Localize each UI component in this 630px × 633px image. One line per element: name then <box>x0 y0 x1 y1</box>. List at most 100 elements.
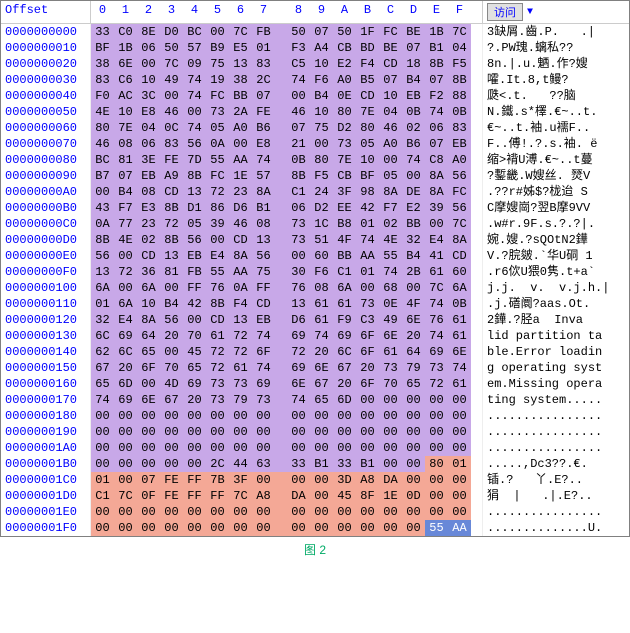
hex-row: 0000000110016A10B4428BF4CD136161730E4F74… <box>1 296 629 312</box>
ascii-cell[interactable]: .w#r.9F.s.?.?|. <box>483 216 629 232</box>
offset-cell: 0000000020 <box>1 56 91 72</box>
ascii-cell[interactable]: 2鏵.?胫a Inva <box>483 312 629 328</box>
hex-row: 000000007046080683560A00E821007305A0B607… <box>1 136 629 152</box>
ascii-cell[interactable]: em.Missing opera <box>483 376 629 392</box>
ascii-cell[interactable]: 狷 | .|.E?.. <box>483 488 629 504</box>
hex-bytes[interactable]: 74696E672073797374656D0000000000 <box>91 392 483 408</box>
col-header: E <box>425 3 448 21</box>
ascii-cell[interactable]: j.j. v. v.j.h.| <box>483 280 629 296</box>
hex-bytes[interactable]: 386E007C09751383C510E2F4CD188BF5 <box>91 56 483 72</box>
hex-bytes[interactable]: 807E040C7405A0B60775D28046020683 <box>91 120 483 136</box>
ascii-cell[interactable]: €~..t.袖.u襦F.. <box>483 120 629 136</box>
ascii-cell[interactable]: 锸.? 丫.E?..—DPT硬盘分区表 <box>483 472 629 488</box>
hex-bytes[interactable]: 32E48A5600CD13EBD661F9C3496E7661 <box>91 312 483 328</box>
ascii-cell[interactable]: 3缺屑.齒.P. .| <box>483 24 629 40</box>
col-header: C <box>379 3 402 21</box>
dropdown-arrow-icon[interactable]: ▼ <box>527 7 533 18</box>
hex-bytes[interactable]: 00000000002C446333B133B100008001 <box>91 456 483 472</box>
hex-bytes[interactable]: 6A006A00FF760AFF76086A0068007C6A <box>91 280 483 296</box>
hex-bytes[interactable]: 0A77237205394608731CB80102BB007C <box>91 216 483 232</box>
hex-bytes[interactable]: 656D004D697373696E67206F70657261 <box>91 376 483 392</box>
ascii-cell[interactable]: C摩嫂崗?翌B摩9VV <box>483 200 629 216</box>
col-header: 8 <box>287 3 310 21</box>
hex-row: 0000000140626C65004572726F72206C6F616469… <box>1 344 629 360</box>
hex-viewer: Offset 0123456789ABCDEF 访问 ▼ 00000000003… <box>0 0 630 537</box>
hex-bytes[interactable]: C17C0FFEFFFF7CA8DA00458F1E0D0000 <box>91 488 483 504</box>
offset-cell: 0000000070 <box>1 136 91 152</box>
ascii-cell[interactable]: .??r#姊$?栊迨 S <box>483 184 629 200</box>
ascii-cell[interactable]: lid partition ta <box>483 328 629 344</box>
hex-bytes[interactable]: BF1B065057B9E501F3A4CBBDBE07B104 <box>91 40 483 56</box>
hex-bytes[interactable]: 8B4E028B5600CD1373514F744E32E48A <box>91 232 483 248</box>
offset-cell: 0000000190 <box>1 424 91 440</box>
hex-bytes[interactable]: 00000000000000000000000000000000 <box>91 440 483 456</box>
ascii-cell[interactable]: ting system..... <box>483 392 629 408</box>
col-header: 0 <box>91 3 114 21</box>
ascii-cell[interactable]: ................ <box>483 424 629 440</box>
ascii-cell[interactable]: .r6佽U猥0隽.t+a` <box>483 264 629 280</box>
hex-bytes[interactable]: 13723681FB55AA7530F6C101742B6160 <box>91 264 483 280</box>
hex-row: 00000001B000000000002C446333B133B1000080… <box>1 456 629 472</box>
offset-cell: 00000001E0 <box>1 504 91 520</box>
offset-cell: 00000000C0 <box>1 216 91 232</box>
hex-row: 00000000C00A77237205394608731CB80102BB00… <box>1 216 629 232</box>
col-header: 2 <box>137 3 160 21</box>
ascii-cell[interactable]: 缩>褙U溥.€~..t蔓 <box>483 152 629 168</box>
hex-bytes[interactable]: 00000000000000000000000000000000 <box>91 504 483 520</box>
hex-row: 0000000060807E040C7405A0B60775D280460206… <box>1 120 629 136</box>
offset-cell: 0000000080 <box>1 152 91 168</box>
hex-bytes[interactable]: BC813EFE7D55AA740B807E100074C8A0 <box>91 152 483 168</box>
ascii-cell[interactable]: g operating syst <box>483 360 629 376</box>
hex-bytes[interactable]: 4E10E84600732AFE4610807E040B740B <box>91 104 483 120</box>
offset-cell: 0000000150 <box>1 360 91 376</box>
offset-cell: 0000000170 <box>1 392 91 408</box>
ascii-cell[interactable]: 嚯.It.8,t鳗? <box>483 72 629 88</box>
hex-row: 00000001006A006A00FF760AFF76086A0068007C… <box>1 280 629 296</box>
ascii-cell[interactable]: ble.Error loadin <box>483 344 629 360</box>
ascii-cell[interactable]: ................—分区有效标志 <box>483 504 629 520</box>
hex-row: 00000001E0000000000000000000000000000000… <box>1 504 629 520</box>
header-row: Offset 0123456789ABCDEF 访问 ▼ <box>1 1 629 24</box>
offset-cell: 0000000000 <box>1 24 91 40</box>
hex-bytes[interactable]: 016A10B4428BF4CD136161730E4F740B <box>91 296 483 312</box>
hex-bytes[interactable]: F0AC3C0074FCBB0700B40ECD10EBF288 <box>91 88 483 104</box>
ascii-cell[interactable]: ................ <box>483 440 629 456</box>
hex-bytes[interactable]: 46080683560A00E821007305A0B607EB <box>91 136 483 152</box>
hex-bytes[interactable]: 67206F7065726174696E672073797374 <box>91 360 483 376</box>
hex-bytes[interactable]: 43F7E38BD186D6B106D2EE42F7E23956 <box>91 200 483 216</box>
offset-cell: 0000000180 <box>1 408 91 424</box>
visit-button[interactable]: 访问 <box>487 3 523 21</box>
offset-cell: 0000000050 <box>1 104 91 120</box>
hex-bytes[interactable]: 00000000000000000000000000000000 <box>91 424 483 440</box>
offset-cell: 00000000D0 <box>1 232 91 248</box>
ascii-cell[interactable]: ?鏨畿.W嫂丝. 燹V <box>483 168 629 184</box>
ascii-cell[interactable]: ..............U. <box>483 520 629 536</box>
hex-bytes[interactable]: 83C610497419382C74F6A0B507B4078B <box>91 72 483 88</box>
ascii-cell[interactable]: 8n.|.u.魉.作?嫂 <box>483 56 629 72</box>
hex-bytes[interactable]: 6C696420706172746974696F6E207461 <box>91 328 483 344</box>
hex-bytes[interactable]: 000000000000000000000000000055AA <box>91 520 483 536</box>
ascii-cell[interactable]: 瓞<.t. ??脑 <box>483 88 629 104</box>
ascii-cell[interactable]: .....,Dc3??.€. <box>483 456 629 472</box>
hex-bytes[interactable]: B707EBA98BFC1E578BF5CBBF05008A56 <box>91 168 483 184</box>
hex-row: 000000003083C610497419382C74F6A0B507B407… <box>1 72 629 88</box>
col-header: 4 <box>183 3 206 21</box>
hex-bytes[interactable]: 626C65004572726F72206C6F6164696E <box>91 344 483 360</box>
hex-bytes[interactable]: 5600CD13EBE48A560060BBAA55B441CD <box>91 248 483 264</box>
hex-bytes[interactable]: 010007FEFF7B3F0000003DA8DA000000 <box>91 472 483 488</box>
ascii-cell[interactable]: ................—MBR引导代码 <box>483 408 629 424</box>
hex-row: 0000000010BF1B065057B9E501F3A4CBBDBE07B1… <box>1 40 629 56</box>
col-header: 6 <box>229 3 252 21</box>
offset-cell: 00000000F0 <box>1 264 91 280</box>
hex-bytes[interactable]: 00B408CD1372238AC1243F988ADE8AFC <box>91 184 483 200</box>
ascii-cell[interactable]: V.?脘皴.`华U硐 1 <box>483 248 629 264</box>
ascii-cell[interactable]: N.鐵.s*檡.€~..t. <box>483 104 629 120</box>
ascii-cell[interactable]: .j.磰阛?aas.Ot. <box>483 296 629 312</box>
hex-bytes[interactable]: 33C08ED0BC007CFB5007501FFCBE1B7C <box>91 24 483 40</box>
ascii-cell[interactable]: ?.PW瑰.螭私?? <box>483 40 629 56</box>
ascii-cell[interactable]: F..傅!.?.s.袖. ë <box>483 136 629 152</box>
hex-bytes[interactable]: 00000000000000000000000000000000 <box>91 408 483 424</box>
hex-row: 0000000080BC813EFE7D55AA740B807E100074C8… <box>1 152 629 168</box>
hex-row: 000000015067206F7065726174696E6720737973… <box>1 360 629 376</box>
ascii-cell[interactable]: 婉.嫂.?sQOtN2鏵 <box>483 232 629 248</box>
